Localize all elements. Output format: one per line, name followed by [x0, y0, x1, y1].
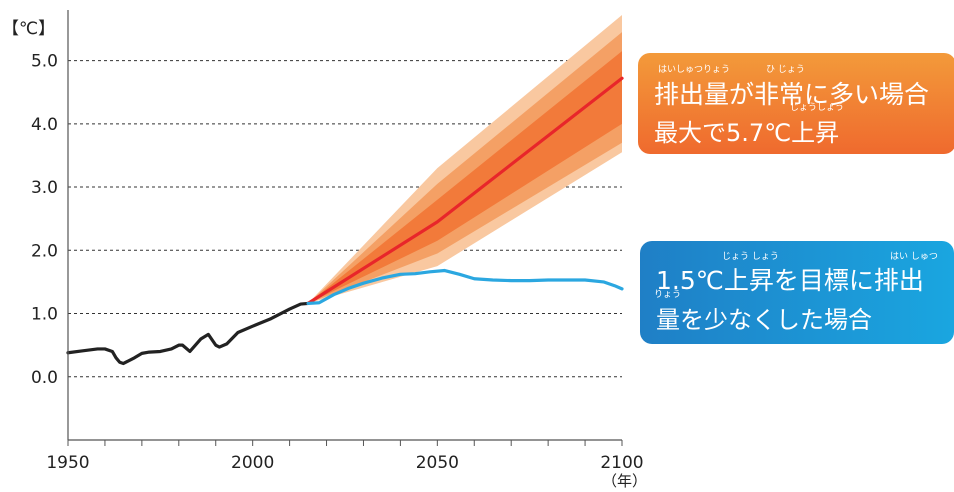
y-tick-label: 5.0 — [31, 52, 58, 72]
series-line — [306, 268, 624, 306]
ruby-ryou: りょう — [654, 290, 682, 300]
x-tick-label: 2100 — [600, 453, 643, 473]
callout-low-line2: 量を少なくした場合 — [656, 306, 872, 334]
ruby-joushou-low: じょう しょう — [722, 252, 779, 262]
callout-low-emission: じょう しょう はい しゅつ 1.5℃上昇を目標に排出 りょう 量を少なくした場… — [640, 241, 954, 344]
callout-high-line2: 最大で5.7℃上昇 — [654, 119, 840, 147]
x-tick-label: 2000 — [231, 453, 274, 473]
series-line — [66, 301, 310, 366]
y-tick-label: 1.0 — [31, 305, 58, 325]
callout-low-line1: 1.5℃上昇を目標に排出 — [656, 266, 924, 295]
ruby-haishutsuryou: はいしゅつりょう — [658, 65, 731, 75]
series-lines — [66, 76, 624, 366]
ruby-joushou-high: じょうしょう — [790, 103, 845, 113]
callout-high-emission: はいしゅつりょう ひ じょう 排出量が非常に多い場合 じょうしょう 最大で5.7… — [638, 53, 954, 154]
y-tick-label: 2.0 — [31, 241, 58, 261]
grid-lines — [68, 60, 622, 378]
ruby-hijou: ひ じょう — [766, 65, 805, 75]
axes — [67, 10, 622, 441]
y-unit-label: 【℃】 — [2, 19, 55, 39]
x-unit-label: （年） — [602, 472, 647, 490]
callout-high-line1: 排出量が非常に多い場合 — [654, 80, 930, 109]
y-tick-label: 0.0 — [31, 368, 58, 388]
y-tick-label: 3.0 — [31, 178, 58, 198]
ruby-haishutsu: はい しゅつ — [890, 252, 938, 262]
y-tick-label: 4.0 — [31, 115, 58, 135]
projection-band — [308, 32, 622, 304]
x-tick-label: 1950 — [46, 453, 89, 473]
x-tick-label: 2050 — [416, 453, 459, 473]
ticks: 5.0 4.0 3.0 2.0 1.0 0.0 1950 2000 2050 2100 — [31, 52, 644, 473]
series-line — [306, 76, 624, 306]
projection-bands — [308, 15, 622, 304]
